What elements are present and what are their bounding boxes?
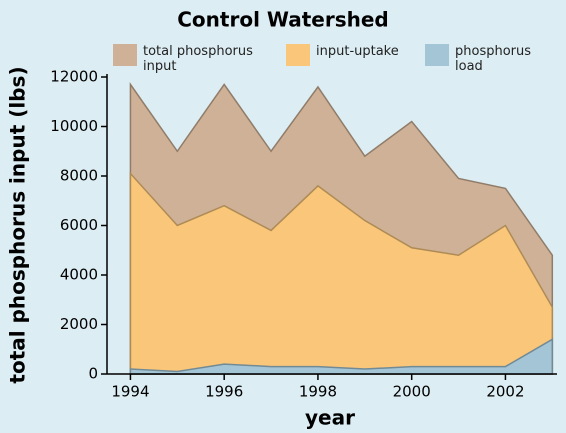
y-tick-label: 0 — [88, 365, 98, 383]
legend-item: total phosphorus input — [113, 44, 273, 74]
legend-label: phosphorus load — [455, 44, 532, 74]
legend-item: phosphorus load — [425, 44, 555, 74]
x-tick-label: 1994 — [111, 383, 149, 401]
y-axis-label: total phosphorus input (lbs) — [6, 66, 30, 383]
x-tick-label: 2002 — [486, 383, 524, 401]
legend-label: input-uptake — [316, 44, 399, 59]
legend-item: input-uptake — [286, 44, 426, 66]
y-tick-label: 6000 — [60, 216, 98, 234]
y-tick-label: 8000 — [60, 167, 98, 185]
x-axis-label: year — [305, 406, 355, 430]
area — [129, 338, 554, 375]
chart-title: Control Watershed — [177, 8, 389, 32]
legend-swatch — [286, 44, 310, 66]
legend-label: total phosphorus input — [143, 44, 253, 74]
y-tick-label: 2000 — [60, 315, 98, 333]
legend-swatch — [113, 44, 137, 66]
x-tick-label: 1998 — [299, 383, 337, 401]
y-tick-label: 4000 — [60, 266, 98, 284]
plot-area — [129, 82, 554, 375]
y-tick-label: 10000 — [50, 117, 98, 135]
legend-swatch — [425, 44, 449, 66]
area — [129, 171, 554, 375]
x-tick-label: 2000 — [393, 383, 431, 401]
x-tick-label: 1996 — [205, 383, 243, 401]
y-tick-label: 12000 — [50, 68, 98, 86]
